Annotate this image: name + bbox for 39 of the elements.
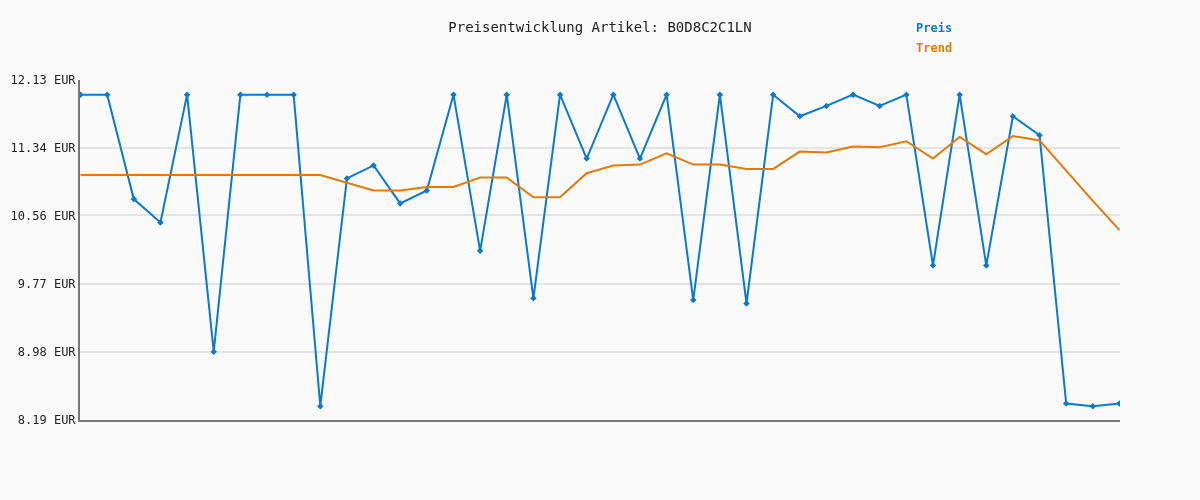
point: [503, 91, 511, 98]
y-tick-label: 9.77 EUR: [17, 276, 77, 291]
point: [530, 295, 537, 302]
point: [1062, 400, 1070, 407]
point: [1009, 112, 1017, 120]
point: [743, 300, 750, 307]
point: [903, 91, 910, 98]
point: [476, 247, 484, 255]
point: [396, 200, 404, 207]
point: [716, 91, 724, 98]
point: [450, 91, 457, 98]
point: [956, 91, 963, 98]
point: [876, 102, 883, 110]
point: [103, 91, 111, 98]
line-series: [80, 91, 1120, 410]
text: Trend: [916, 41, 953, 55]
point: [130, 195, 138, 203]
point: [983, 262, 990, 269]
line-series: [80, 135, 1120, 232]
point: [663, 91, 670, 98]
y-tick-label: 8.19 EUR: [17, 413, 77, 428]
point: [796, 112, 804, 120]
y-tick-label: 10.56 EUR: [10, 208, 77, 223]
y-tick-label: 8.98 EUR: [17, 345, 77, 360]
point: [237, 91, 244, 98]
point: [689, 296, 697, 304]
chart-title: Preisentwicklung Artikel: B0D8C2C1LN: [448, 19, 752, 36]
point: [583, 155, 590, 162]
point: [370, 162, 377, 169]
y-tick-label: 12.13 EUR: [10, 73, 77, 88]
point: [1036, 131, 1043, 139]
point: [290, 91, 297, 98]
y-tick-label: 11.34 EUR: [10, 141, 77, 156]
point: [769, 91, 777, 98]
point: [1089, 402, 1097, 410]
point: [157, 219, 164, 226]
text: Preis: [916, 21, 953, 35]
point: [610, 91, 617, 98]
point: [210, 348, 217, 356]
